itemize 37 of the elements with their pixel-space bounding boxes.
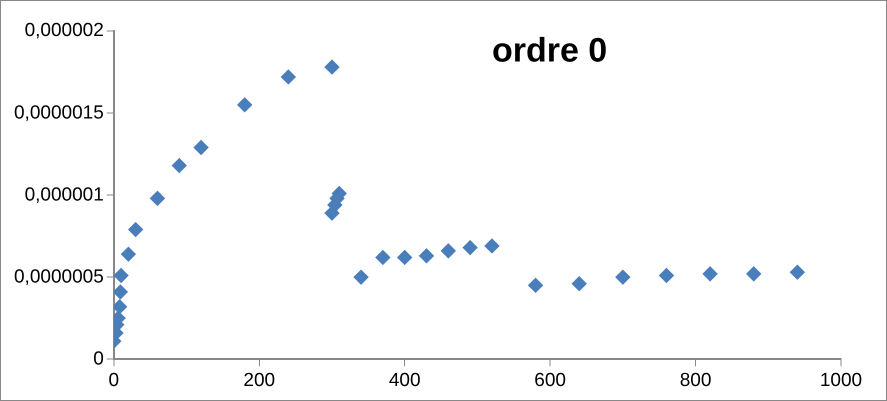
point <box>128 222 144 238</box>
y-tick-label: 0 <box>93 348 104 370</box>
point <box>114 299 128 314</box>
x-tick-label: 0 <box>108 370 120 391</box>
point <box>440 243 456 258</box>
point <box>484 238 500 254</box>
point <box>375 250 390 265</box>
point <box>114 268 129 284</box>
point <box>114 284 128 300</box>
x-tick-label: 1000 <box>820 370 862 391</box>
point <box>354 270 369 285</box>
point <box>702 266 718 282</box>
point <box>397 250 412 265</box>
x-tick-label: 800 <box>680 370 712 391</box>
point <box>324 60 340 75</box>
x-tick-label: 600 <box>534 370 566 391</box>
point <box>658 268 674 284</box>
point <box>746 266 762 282</box>
point <box>615 270 630 285</box>
point <box>194 140 209 156</box>
y-tick-label: 0,0000015 <box>14 102 104 124</box>
y-tick-label: 0,000001 <box>24 184 104 206</box>
point <box>528 278 544 293</box>
x-tick-label: 200 <box>243 370 276 391</box>
point <box>120 246 136 262</box>
point <box>462 240 478 256</box>
point <box>419 248 434 264</box>
x-tick-label: 400 <box>388 370 421 391</box>
point <box>237 97 252 112</box>
chart-title: ordre 0 <box>492 31 608 70</box>
point <box>790 264 805 280</box>
point <box>280 69 296 84</box>
point <box>150 190 165 206</box>
y-tick-label: 0,0000005 <box>14 266 104 288</box>
y-tick-label: 0,000002 <box>24 20 104 42</box>
point <box>172 158 187 174</box>
point <box>572 276 587 292</box>
